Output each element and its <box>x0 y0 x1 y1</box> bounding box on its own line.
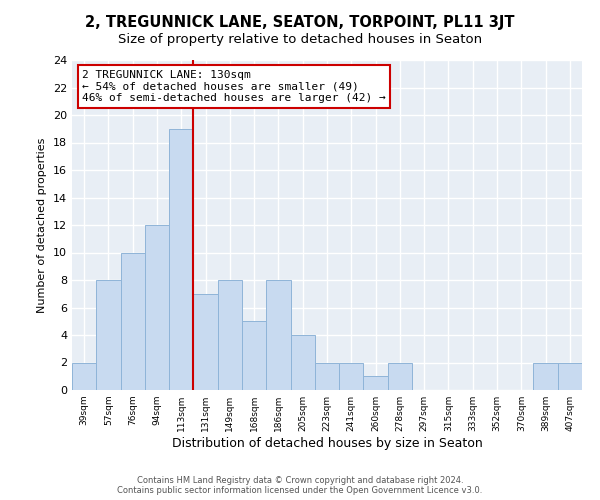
Bar <box>339 362 364 390</box>
Text: Contains HM Land Registry data © Crown copyright and database right 2024.
Contai: Contains HM Land Registry data © Crown c… <box>118 476 482 495</box>
Bar <box>96 280 121 390</box>
Y-axis label: Number of detached properties: Number of detached properties <box>37 138 47 312</box>
Bar <box>388 362 412 390</box>
Bar <box>145 225 169 390</box>
Bar <box>558 362 582 390</box>
Bar <box>72 362 96 390</box>
Bar <box>364 376 388 390</box>
Text: 2, TREGUNNICK LANE, SEATON, TORPOINT, PL11 3JT: 2, TREGUNNICK LANE, SEATON, TORPOINT, PL… <box>85 15 515 30</box>
Bar <box>533 362 558 390</box>
X-axis label: Distribution of detached houses by size in Seaton: Distribution of detached houses by size … <box>172 437 482 450</box>
Bar <box>315 362 339 390</box>
Bar <box>218 280 242 390</box>
Text: 2 TREGUNNICK LANE: 130sqm
← 54% of detached houses are smaller (49)
46% of semi-: 2 TREGUNNICK LANE: 130sqm ← 54% of detac… <box>82 70 386 103</box>
Bar <box>242 322 266 390</box>
Bar <box>169 128 193 390</box>
Bar <box>290 335 315 390</box>
Bar <box>193 294 218 390</box>
Bar <box>266 280 290 390</box>
Bar <box>121 252 145 390</box>
Text: Size of property relative to detached houses in Seaton: Size of property relative to detached ho… <box>118 32 482 46</box>
